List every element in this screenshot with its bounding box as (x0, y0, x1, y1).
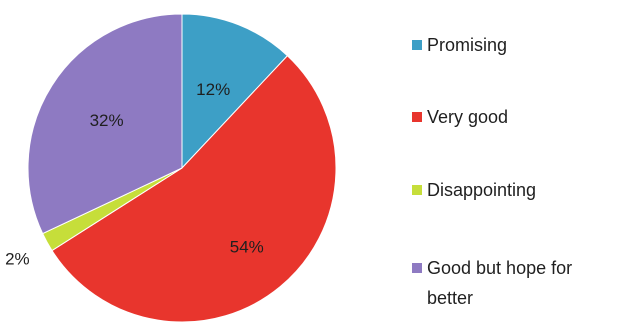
pie-slice-labels: 12% 54% 2% 32% (5, 80, 264, 268)
pie-data-label: 54% (230, 237, 264, 256)
pie-data-label: 2% (5, 250, 30, 269)
pie-data-label: 32% (90, 111, 124, 130)
pie-slices (27, 13, 337, 323)
legend-label: Very good (427, 107, 508, 127)
pie-data-label: 12% (196, 80, 230, 99)
legend-swatch (412, 40, 422, 50)
pie-slice-good-but-hope-for-better (27, 13, 183, 235)
legend-swatch (412, 185, 422, 195)
chart-legend: Promising Very good Disappointing Good but … (412, 35, 572, 308)
legend-swatch (412, 263, 422, 273)
legend-item-disappointing: Disappointing (412, 180, 536, 200)
legend-label: Disappointing (427, 180, 536, 200)
legend-item-good-but-hope-for-better: Good but hope for better (412, 258, 572, 308)
pie-slice-promising (181, 13, 289, 170)
legend-item-very-good: Very good (412, 107, 508, 127)
legend-swatch (412, 112, 422, 122)
legend-label: Promising (427, 35, 507, 55)
legend-label: Good but hope for better (427, 258, 572, 308)
legend-item-promising: Promising (412, 35, 507, 55)
pie-slice-very-good (51, 55, 337, 323)
